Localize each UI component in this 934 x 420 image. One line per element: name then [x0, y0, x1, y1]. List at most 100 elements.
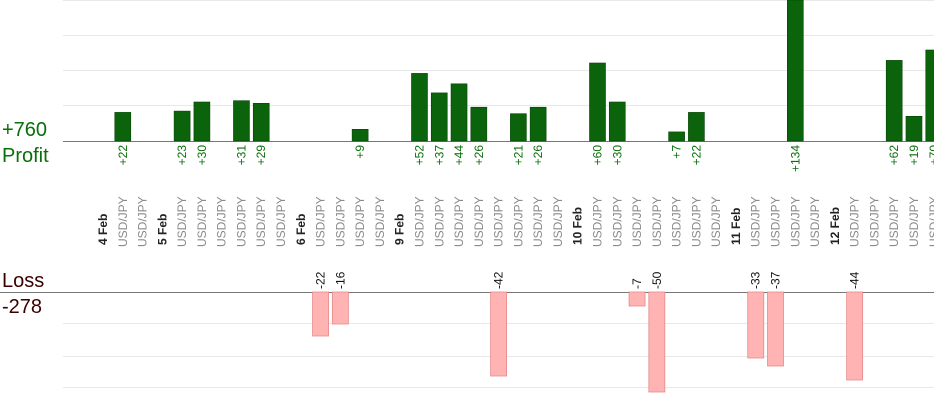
profit-bar — [114, 112, 132, 142]
pair-label: USD/JPY — [511, 196, 525, 247]
profit-value-label: +134 — [788, 145, 802, 172]
loss-value-label: -16 — [333, 271, 347, 289]
profit-value-label: +19 — [907, 145, 921, 166]
pair-label: USD/JPY — [432, 196, 446, 247]
profit-value-label: +22 — [689, 145, 703, 166]
profit-value-label: +29 — [254, 145, 268, 166]
profit-bar — [608, 101, 626, 142]
profit-bar — [688, 112, 705, 142]
pair-label: USD/JPY — [610, 196, 624, 247]
pair-label: USD/JPY — [116, 196, 130, 247]
profit-bar — [668, 131, 685, 142]
profit-value-label: +30 — [195, 145, 209, 166]
date-label: 5 Feb — [155, 214, 169, 245]
profit-bar — [450, 83, 468, 142]
profit-value-label: +9 — [353, 145, 367, 159]
loss-bar — [628, 291, 646, 307]
profit-value-label: +26 — [531, 145, 545, 166]
profit-value-label: +37 — [432, 145, 446, 166]
date-label: 10 Feb — [571, 207, 585, 245]
pair-label: USD/JPY — [670, 196, 684, 247]
profit-bar — [786, 0, 804, 142]
profit-value-label: +30 — [610, 145, 624, 166]
pair-label: USD/JPY — [591, 196, 605, 247]
pair-label: USD/JPY — [195, 196, 209, 247]
pair-label: USD/JPY — [551, 196, 565, 247]
pair-label: USD/JPY — [492, 196, 506, 247]
pair-label: USD/JPY — [848, 196, 862, 247]
date-label: 12 Feb — [828, 207, 842, 245]
loss-value-label: -44 — [848, 271, 862, 289]
pair-label: USD/JPY — [353, 196, 367, 247]
profit-value-label: +44 — [452, 145, 466, 166]
pair-label: USD/JPY — [234, 196, 248, 247]
profit-bar — [351, 129, 369, 142]
loss-value-label: -7 — [630, 278, 644, 289]
pair-label: USD/JPY — [136, 196, 150, 247]
loss-bar — [331, 291, 349, 325]
pair-label: USD/JPY — [709, 196, 723, 247]
pair-label: USD/JPY — [452, 196, 466, 247]
date-label: 11 Feb — [729, 208, 743, 245]
loss-value-label: -33 — [749, 271, 763, 289]
pair-label: USD/JPY — [254, 196, 268, 247]
loss-bar — [312, 291, 329, 337]
pair-label: USD/JPY — [175, 196, 189, 247]
profit-bar — [233, 100, 250, 142]
profit-bar — [529, 106, 547, 142]
loss-value-label: -42 — [492, 271, 506, 289]
loss-value-label: -37 — [769, 271, 783, 289]
pair-label: USD/JPY — [412, 196, 426, 247]
pair-label: USD/JPY — [808, 196, 822, 247]
profit-bar — [430, 92, 448, 142]
profit-value-label: +70 — [927, 145, 934, 166]
profit-bar — [411, 73, 428, 142]
profit-bar — [173, 110, 191, 142]
pair-label: USD/JPY — [749, 196, 763, 247]
pair-label: USD/JPY — [788, 196, 802, 247]
profit-bar — [510, 113, 527, 142]
loss-value-label: -50 — [650, 271, 664, 289]
profit-bar — [589, 62, 606, 142]
profit-value-label: +7 — [670, 145, 684, 159]
pair-label: USD/JPY — [689, 196, 703, 247]
profit-value-label: +21 — [511, 145, 525, 166]
profit-value-label: +26 — [472, 145, 486, 166]
loss-label: Loss — [2, 270, 45, 292]
profit-value-label: +52 — [412, 145, 426, 166]
profit-bar — [193, 101, 211, 142]
loss-bar — [767, 291, 784, 367]
profit-label: Profit — [2, 145, 49, 167]
pair-label: USD/JPY — [630, 196, 644, 247]
loss-bar — [846, 291, 864, 381]
profit-value-label: +62 — [887, 145, 901, 166]
pair-label: USD/JPY — [927, 196, 934, 247]
profit-value-label: +31 — [234, 145, 248, 166]
pair-label: USD/JPY — [887, 196, 901, 247]
profit-bar — [252, 103, 270, 142]
profit-bar — [905, 116, 923, 142]
date-label: 6 Feb — [294, 214, 308, 245]
loss-total: -278 — [2, 296, 43, 318]
profit-value-label: +60 — [591, 145, 605, 166]
date-label: 9 Feb — [393, 214, 407, 245]
pair-label: USD/JPY — [314, 196, 328, 247]
pair-label: USD/JPY — [373, 196, 387, 247]
pair-label: USD/JPY — [472, 196, 486, 247]
loss-value-label: -22 — [314, 271, 328, 289]
loss-bar — [490, 291, 508, 377]
profit-value-label: +22 — [116, 145, 130, 166]
profit-bar — [925, 49, 934, 142]
pair-label: USD/JPY — [907, 196, 921, 247]
date-label: 4 Feb — [96, 214, 110, 245]
pair-label: USD/JPY — [274, 196, 288, 247]
loss-bar — [648, 291, 666, 393]
pair-label: USD/JPY — [333, 196, 347, 247]
pair-label: USD/JPY — [867, 196, 881, 247]
profit-value-label: +23 — [175, 145, 189, 166]
pair-label: USD/JPY — [650, 196, 664, 247]
profit-bar — [470, 106, 488, 142]
pair-label: USD/JPY — [215, 196, 229, 247]
pair-label: USD/JPY — [531, 196, 545, 247]
